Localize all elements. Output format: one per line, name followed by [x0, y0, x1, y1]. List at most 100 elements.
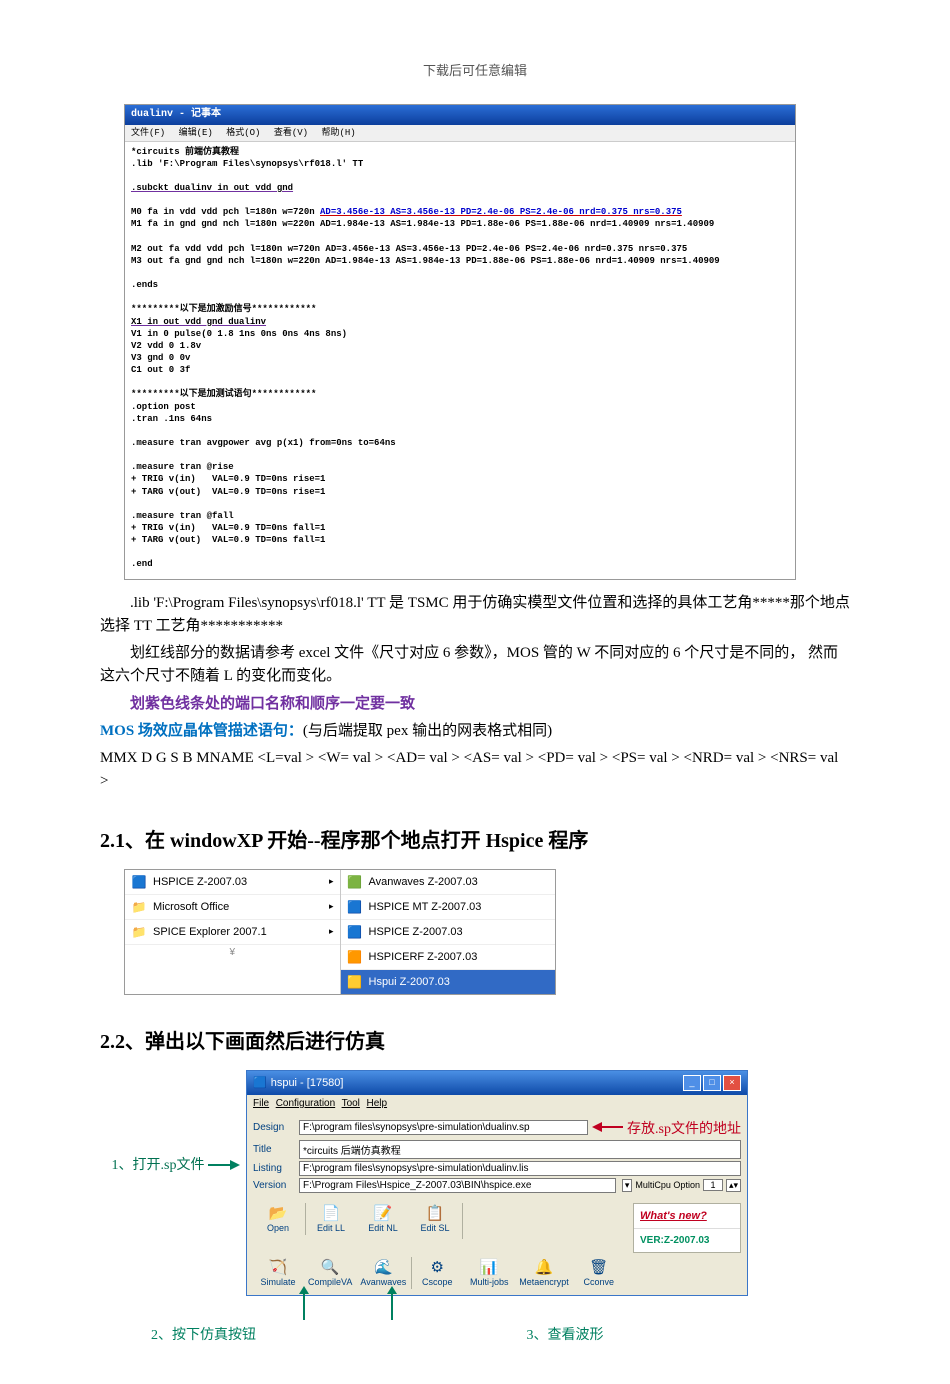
edit-icon: 📝 [373, 1205, 393, 1223]
sm-label: Hspui Z-2007.03 [369, 976, 450, 988]
lbl-version: Version [253, 1180, 299, 1191]
btn-label: Edit LL [317, 1223, 345, 1233]
notepad-body: *circuits 前端仿真教程 .lib 'F:\Program Files\… [125, 142, 795, 579]
close-icon[interactable]: × [723, 1075, 741, 1091]
jobs-icon: 📊 [479, 1259, 499, 1277]
btn-label: Open [267, 1223, 289, 1233]
menu-tool[interactable]: Tool [342, 1098, 360, 1109]
listing-input[interactable]: F:\program files\synopsys\pre-simulation… [299, 1161, 741, 1176]
menu-edit[interactable]: 编辑(E) [179, 128, 213, 138]
edit-nl-button[interactable]: 📝 Edit NL [358, 1203, 408, 1235]
maximize-icon[interactable]: □ [703, 1075, 721, 1091]
simulate-button[interactable]: 🏹 Simulate [253, 1257, 303, 1289]
edit-ll-button[interactable]: 📄 Edit LL [305, 1203, 356, 1235]
avanwaves-button[interactable]: 🌊 Avanwaves [357, 1257, 409, 1289]
anno-wave: 3、查看波形 [260, 1324, 850, 1344]
sm-hspice[interactable]: 🟦 HSPICE Z-2007.03 ▸ [125, 870, 340, 895]
np-line: + TRIG v(in) VAL=0.9 TD=0ns fall=1 [131, 522, 789, 534]
np-line: .measure tran @rise [131, 461, 789, 473]
wave-icon: 🌊 [373, 1259, 393, 1277]
np-line: V3 gnd 0 0v [131, 352, 789, 364]
menu-file[interactable]: File [253, 1098, 269, 1109]
notepad-title: dualinv - 记事本 [125, 105, 795, 125]
open-button[interactable]: 📂 Open [253, 1203, 303, 1235]
para-lib: .lib 'F:\Program Files\synopsys\rf018.l'… [100, 592, 850, 639]
chevron-right-icon: ▸ [329, 926, 334, 937]
chevron-right-icon: ▸ [329, 901, 334, 912]
menu-format[interactable]: 格式(O) [226, 128, 260, 138]
np-line: V2 vdd 0 1.8v [131, 340, 789, 352]
np-line: V1 in 0 pulse(0 1.8 1ns 0ns 0ns 4ns 8ns) [131, 328, 789, 340]
sm-label: SPICE Explorer 2007.1 [153, 926, 267, 938]
arrow-icon [391, 1294, 393, 1320]
multicpu-input[interactable]: 1 [703, 1179, 723, 1191]
btn-label: Metaencrypt [519, 1277, 569, 1287]
np-line: M0 fa in vdd vdd pch l=180n w=720n AD=3.… [131, 206, 789, 218]
np-line: M3 out fa gnd gnd nch l=180n w=220n AD=1… [131, 255, 789, 267]
sm-hspicerf[interactable]: 🟧 HSPICERF Z-2007.03 [341, 945, 556, 970]
chevron-right-icon: ▸ [329, 876, 334, 887]
heading-2-2: 2.2、弹出以下画面然后进行仿真 [100, 1025, 850, 1054]
convert-icon: 🗑 [589, 1259, 609, 1277]
arrow-icon [303, 1294, 305, 1320]
folder-icon: 🟦 [131, 874, 147, 890]
sm-label: HSPICERF Z-2007.03 [369, 951, 478, 963]
sm-hspui[interactable]: 🟨 Hspui Z-2007.03 [341, 970, 556, 994]
hspui-title-text: hspui - [17580] [271, 1077, 344, 1089]
multijobs-button[interactable]: 📊 Multi-jobs [464, 1257, 514, 1289]
np-line: M1 fa in gnd gnd nch l=180n w=220n AD=1.… [131, 218, 789, 230]
menu-file[interactable]: 文件(F) [131, 128, 165, 138]
lbl-title: Title [253, 1144, 299, 1155]
menu-view[interactable]: 查看(V) [274, 128, 308, 138]
para-purple: 划紫色线条处的端口名称和顺序一定要一致 [100, 693, 850, 716]
metaencrypt-button[interactable]: 🔔 Metaencrypt [516, 1257, 572, 1289]
np-line: + TARG v(out) VAL=0.9 TD=0ns fall=1 [131, 534, 789, 546]
hspui-window: 🟦 hspui - [17580] _ □ × File Configurati… [246, 1070, 748, 1296]
menu-config[interactable]: Configuration [276, 1098, 335, 1109]
anno-open: 1、打开.sp文件 [100, 1154, 240, 1174]
design-input[interactable]: F:\program files\synopsys\pre-simulation… [299, 1120, 588, 1135]
heading-2-1: 2.1、在 windowXP 开始--程序那个地点打开 Hspice 程序 [100, 824, 850, 853]
scope-icon: ⚙ [427, 1259, 447, 1277]
app-icon: 🟦 [253, 1076, 267, 1089]
btn-label: CompileVA [308, 1277, 352, 1287]
app-icon: 🟨 [347, 974, 363, 990]
whats-new-link[interactable]: What's new? [640, 1210, 707, 1222]
sm-spice-explorer[interactable]: 📁 SPICE Explorer 2007.1 ▸ [125, 920, 340, 945]
btn-label: Cscope [422, 1277, 453, 1287]
notepad-menu: 文件(F) 编辑(E) 格式(O) 查看(V) 帮助(H) [125, 125, 795, 142]
version-input[interactable]: F:\Program Files\Hspice_Z-2007.03\BIN\hs… [299, 1178, 616, 1193]
np-line: *********以下是加激励信号************ [131, 303, 789, 315]
compileva-button[interactable]: 🔍 CompileVA [305, 1257, 355, 1289]
np-line: .end [131, 558, 789, 570]
para-mmx: MMX D G S B MNAME <L=val > <W= val > <AD… [100, 747, 850, 794]
page-header: 下载后可任意编辑 [100, 60, 850, 79]
start-menu: 🟦 HSPICE Z-2007.03 ▸ 📁 Microsoft Office … [124, 869, 556, 995]
np-line: .option post [131, 401, 789, 413]
np-line: .tran .1ns 64ns [131, 413, 789, 425]
sm-hspice-mt[interactable]: 🟦 HSPICE MT Z-2007.03 [341, 895, 556, 920]
np-line: X1 in out vdd gnd dualinv [131, 316, 789, 328]
sm-office[interactable]: 📁 Microsoft Office ▸ [125, 895, 340, 920]
np-line: .subckt dualinv in out vdd gnd [131, 182, 789, 194]
btn-label: Multi-jobs [470, 1277, 509, 1287]
cscope-button[interactable]: ⚙ Cscope [411, 1257, 462, 1289]
app-icon: 🟩 [347, 874, 363, 890]
menu-help[interactable]: Help [366, 1098, 387, 1109]
minimize-icon[interactable]: _ [683, 1075, 701, 1091]
version-label: VER:Z-2007.03 [640, 1235, 709, 1246]
cconve-button[interactable]: 🗑 Cconve [574, 1257, 624, 1289]
chevron-down-icon[interactable]: ¥ [125, 945, 340, 960]
edit-icon: 📄 [321, 1205, 341, 1223]
np-line: .measure tran @fall [131, 510, 789, 522]
spin-icon[interactable]: ▴▾ [726, 1179, 741, 1192]
version-select[interactable]: ▾ [622, 1179, 633, 1192]
menu-help[interactable]: 帮助(H) [321, 128, 355, 138]
sm-hspice-z[interactable]: 🟦 HSPICE Z-2007.03 [341, 920, 556, 945]
edit-sl-button[interactable]: 📋 Edit SL [410, 1203, 460, 1235]
title-input[interactable]: *circuits 后端仿真教程 [299, 1140, 741, 1159]
sm-avanwaves[interactable]: 🟩 Avanwaves Z-2007.03 [341, 870, 556, 895]
sm-label: Avanwaves Z-2007.03 [369, 876, 478, 888]
np-line: C1 out 0 3f [131, 364, 789, 376]
sm-label: HSPICE Z-2007.03 [153, 876, 247, 888]
